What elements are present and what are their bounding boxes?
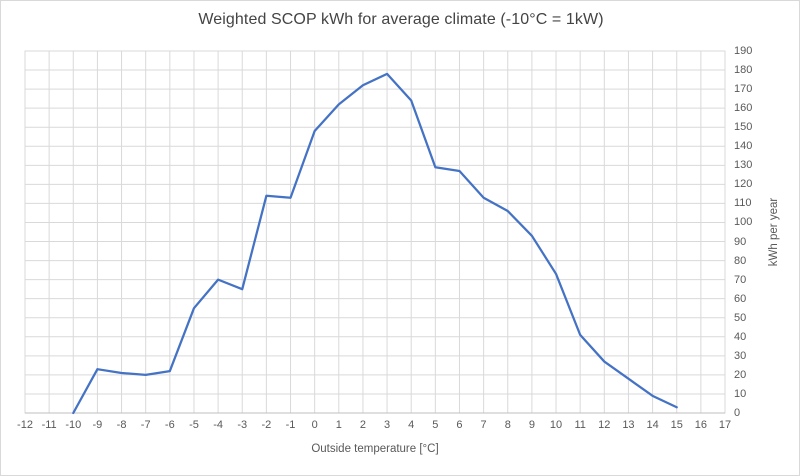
x-tick-label: 3 xyxy=(384,419,391,431)
y-tick-label: 70 xyxy=(734,273,747,286)
chart-title: Weighted SCOP kWh for average climate (-… xyxy=(198,11,604,28)
y-tick-label: 50 xyxy=(734,311,747,324)
x-tick-label: 4 xyxy=(408,419,415,431)
x-tick-label: -2 xyxy=(261,419,272,431)
x-tick-label: 15 xyxy=(670,419,683,431)
y-tick-label: 160 xyxy=(734,102,753,115)
x-tick-label: -11 xyxy=(41,419,57,431)
y-tick-label: 110 xyxy=(734,197,752,210)
y-tick-label: 30 xyxy=(734,349,747,362)
y-tick-label: 20 xyxy=(734,368,747,381)
y-tick-label: 190 xyxy=(734,45,753,57)
x-tick-label: 5 xyxy=(432,419,439,431)
y-tick-label: 0 xyxy=(734,407,741,419)
x-tick-label: 2 xyxy=(359,419,366,431)
x-tick-label: -1 xyxy=(285,419,296,431)
plot-border xyxy=(24,50,726,414)
y-tick-label: 140 xyxy=(734,140,753,153)
x-tick-label: -6 xyxy=(164,419,175,431)
y-tick-label: 40 xyxy=(734,330,747,343)
x-tick-label: -4 xyxy=(213,419,223,431)
y-tick-label: 60 xyxy=(734,292,747,305)
y-tick-label: 90 xyxy=(734,235,747,248)
x-tick-label: 12 xyxy=(598,419,611,431)
y-tick-label: 120 xyxy=(734,178,753,191)
y-tick-label: 10 xyxy=(734,387,747,400)
x-tick-label: 16 xyxy=(694,419,707,431)
y-tick-label: 170 xyxy=(734,83,753,96)
x-tick-label: 11 xyxy=(574,419,586,431)
x-tick-label: -7 xyxy=(140,419,151,431)
y-axis-title: kWh per year xyxy=(768,197,780,267)
x-tick-label: 10 xyxy=(549,419,563,431)
x-tick-label: 14 xyxy=(646,419,659,431)
x-tick-label: 0 xyxy=(311,419,318,431)
y-tick-label: 180 xyxy=(734,64,753,77)
series-line xyxy=(72,72,678,415)
y-tick-label: 150 xyxy=(734,121,753,134)
x-axis-title: Outside temperature [°C] xyxy=(311,443,439,455)
x-tick-label: -3 xyxy=(237,419,248,431)
x-tick-label: 9 xyxy=(528,419,535,431)
x-tick-label: -5 xyxy=(189,419,199,431)
y-tick-label: 80 xyxy=(734,254,747,267)
x-tick-label: 7 xyxy=(480,419,487,431)
x-tick-label: 1 xyxy=(335,419,342,431)
y-tick-label: 100 xyxy=(734,216,753,229)
x-tick-label: -8 xyxy=(116,419,127,431)
x-tick-label: -10 xyxy=(65,419,82,431)
x-tick-label: 6 xyxy=(456,419,463,431)
y-tick-label: 130 xyxy=(734,159,753,172)
x-tick-label: 13 xyxy=(622,419,635,431)
x-tick-label: 17 xyxy=(718,419,732,431)
x-tick-label: 8 xyxy=(504,419,511,431)
x-tick-label: -12 xyxy=(17,419,33,431)
x-tick-label: -9 xyxy=(92,419,103,431)
